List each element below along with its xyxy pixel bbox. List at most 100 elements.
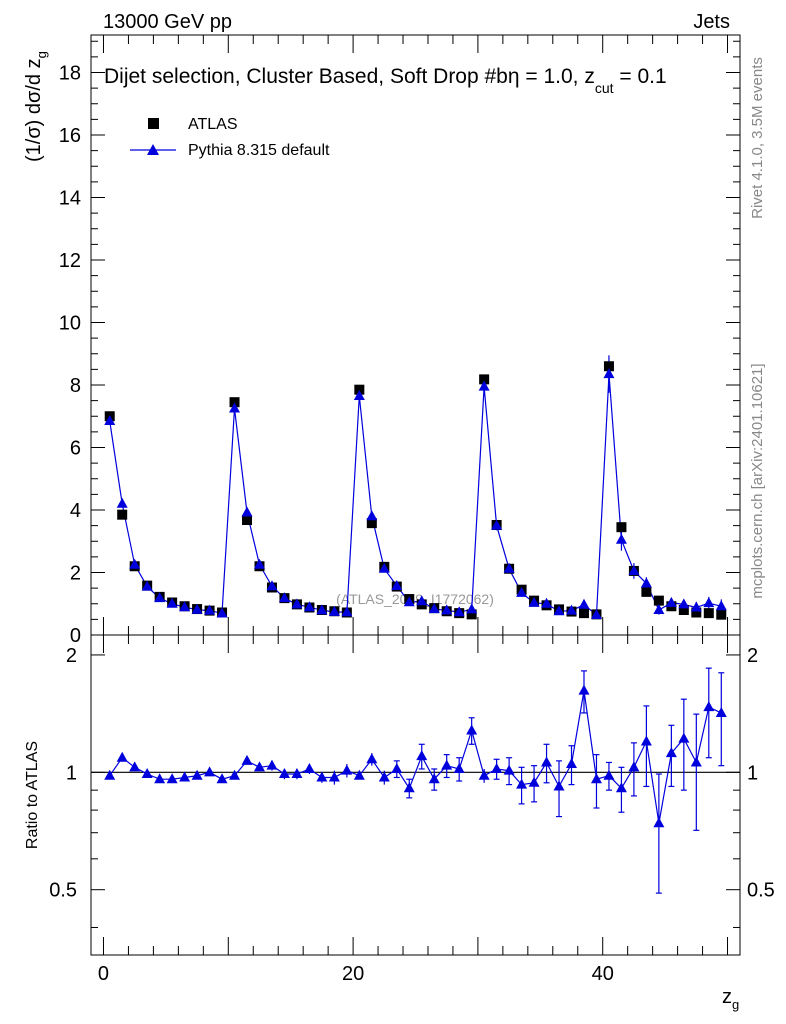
pythia-point (204, 604, 216, 615)
pythia-point (141, 580, 153, 591)
ratio-point (615, 782, 627, 793)
ratio-point (129, 761, 141, 772)
mcplots-label: mcplots.cern.ch [arXiv:2401.10621] (749, 363, 766, 598)
ratio-point (154, 773, 166, 784)
rivet-label: Rivet 4.1.0, 3.5M events (749, 57, 766, 219)
pythia-point (603, 368, 615, 379)
ratio-y-tick-label-right: 0.5 (747, 880, 775, 902)
ratio-point (428, 773, 440, 784)
y-tick-label: 0 (70, 625, 81, 647)
pythia-point (703, 597, 715, 608)
pythia-point (665, 596, 677, 607)
atlas-point (229, 397, 240, 408)
ratio-point (229, 769, 241, 780)
pythia-point (590, 609, 602, 619)
pythia-point (229, 402, 241, 413)
pythia-point (291, 598, 303, 609)
ratio-point (341, 764, 353, 775)
atlas-point (578, 608, 589, 619)
pythia-point (378, 562, 390, 573)
y-tick-label: 16 (59, 125, 81, 147)
ratio-point (690, 756, 702, 767)
y-tick-label: 8 (70, 375, 81, 397)
pythia-point (578, 598, 590, 609)
y-tick-label: 18 (59, 63, 81, 85)
pythia-point (303, 601, 315, 612)
ratio-point (366, 753, 378, 764)
legend-atlas-marker (148, 118, 159, 129)
plot-title-suffix: η = 1.0, z (508, 65, 595, 88)
x-tick-label: 40 (592, 963, 614, 985)
energy-label: 13000 GeV pp (103, 11, 232, 33)
pythia-point (678, 598, 690, 609)
ratio-point (678, 732, 690, 743)
ratio-point (491, 762, 503, 773)
ratio-plot-frame (90, 634, 741, 956)
ratio-point (291, 768, 303, 779)
atlas-point (117, 509, 128, 520)
pythia-point (403, 596, 415, 607)
pythia-point (690, 601, 702, 612)
ratio-point (503, 764, 515, 775)
legend-pythia-label: Pythia 8.315 default (188, 142, 330, 159)
pythia-point (615, 533, 627, 544)
pythia-point (266, 580, 278, 591)
ratio-point (553, 780, 565, 791)
ratio-point (566, 758, 578, 769)
pythia-point (129, 558, 141, 569)
ratio-point (665, 747, 677, 758)
ratio-point (441, 759, 453, 770)
atlas-point (678, 605, 689, 615)
pythia-point (179, 601, 191, 612)
y-tick-label: 4 (70, 500, 81, 522)
pythia-point (491, 519, 503, 530)
atlas-point (691, 607, 702, 618)
pythia-point (516, 586, 528, 597)
pythia-point (466, 603, 478, 614)
ratio-point (541, 756, 553, 767)
ratio-y-tick-label-right: 1 (747, 762, 758, 784)
y-axis-label: (1/σ) dσ/d zg (23, 51, 49, 162)
y-tick-label: 2 (70, 563, 81, 585)
pythia-point (191, 603, 203, 614)
ratio-point (628, 761, 640, 772)
pythia-point (116, 497, 128, 508)
pythia-point (541, 597, 553, 608)
ratio-point (416, 750, 428, 761)
ratio-point (278, 768, 290, 779)
atlas-point (603, 361, 614, 372)
ratio-point (478, 769, 490, 780)
ratio-point (316, 771, 328, 782)
pythia-point (441, 604, 453, 615)
ratio-point (116, 751, 128, 762)
pythia-point (166, 597, 178, 608)
x-tick-label: 0 (98, 963, 109, 985)
pythia-point (416, 595, 428, 606)
pythia-point (253, 558, 265, 569)
y-tick-label: 6 (70, 438, 81, 460)
ratio-point (179, 771, 191, 782)
ratio-point (204, 766, 216, 777)
ratio-point (353, 769, 365, 780)
category-label: Jets (693, 11, 730, 33)
atlas-point (653, 595, 664, 606)
plot-title-cut: cut (595, 80, 614, 96)
atlas-point (641, 586, 652, 597)
ratio-point (191, 769, 203, 780)
pythia-point (353, 389, 365, 400)
pythia-point (653, 604, 665, 614)
pythia-point (715, 600, 727, 611)
pythia-point (566, 604, 578, 615)
pythia-point (366, 510, 378, 521)
x-axis-label-main: z (722, 986, 732, 1008)
x-axis-label-sub: g (732, 997, 739, 1012)
ratio-y-axis-label: Ratio to ATLAS (24, 741, 41, 849)
pythia-point (216, 607, 228, 618)
y-tick-label: 14 (59, 188, 81, 210)
main-series (104, 355, 727, 620)
legend-atlas-label: ATLAS (188, 116, 238, 133)
ratio-y-tick-label: 1 (66, 762, 77, 784)
atlas-point (466, 609, 477, 620)
ratio-point (266, 759, 278, 770)
